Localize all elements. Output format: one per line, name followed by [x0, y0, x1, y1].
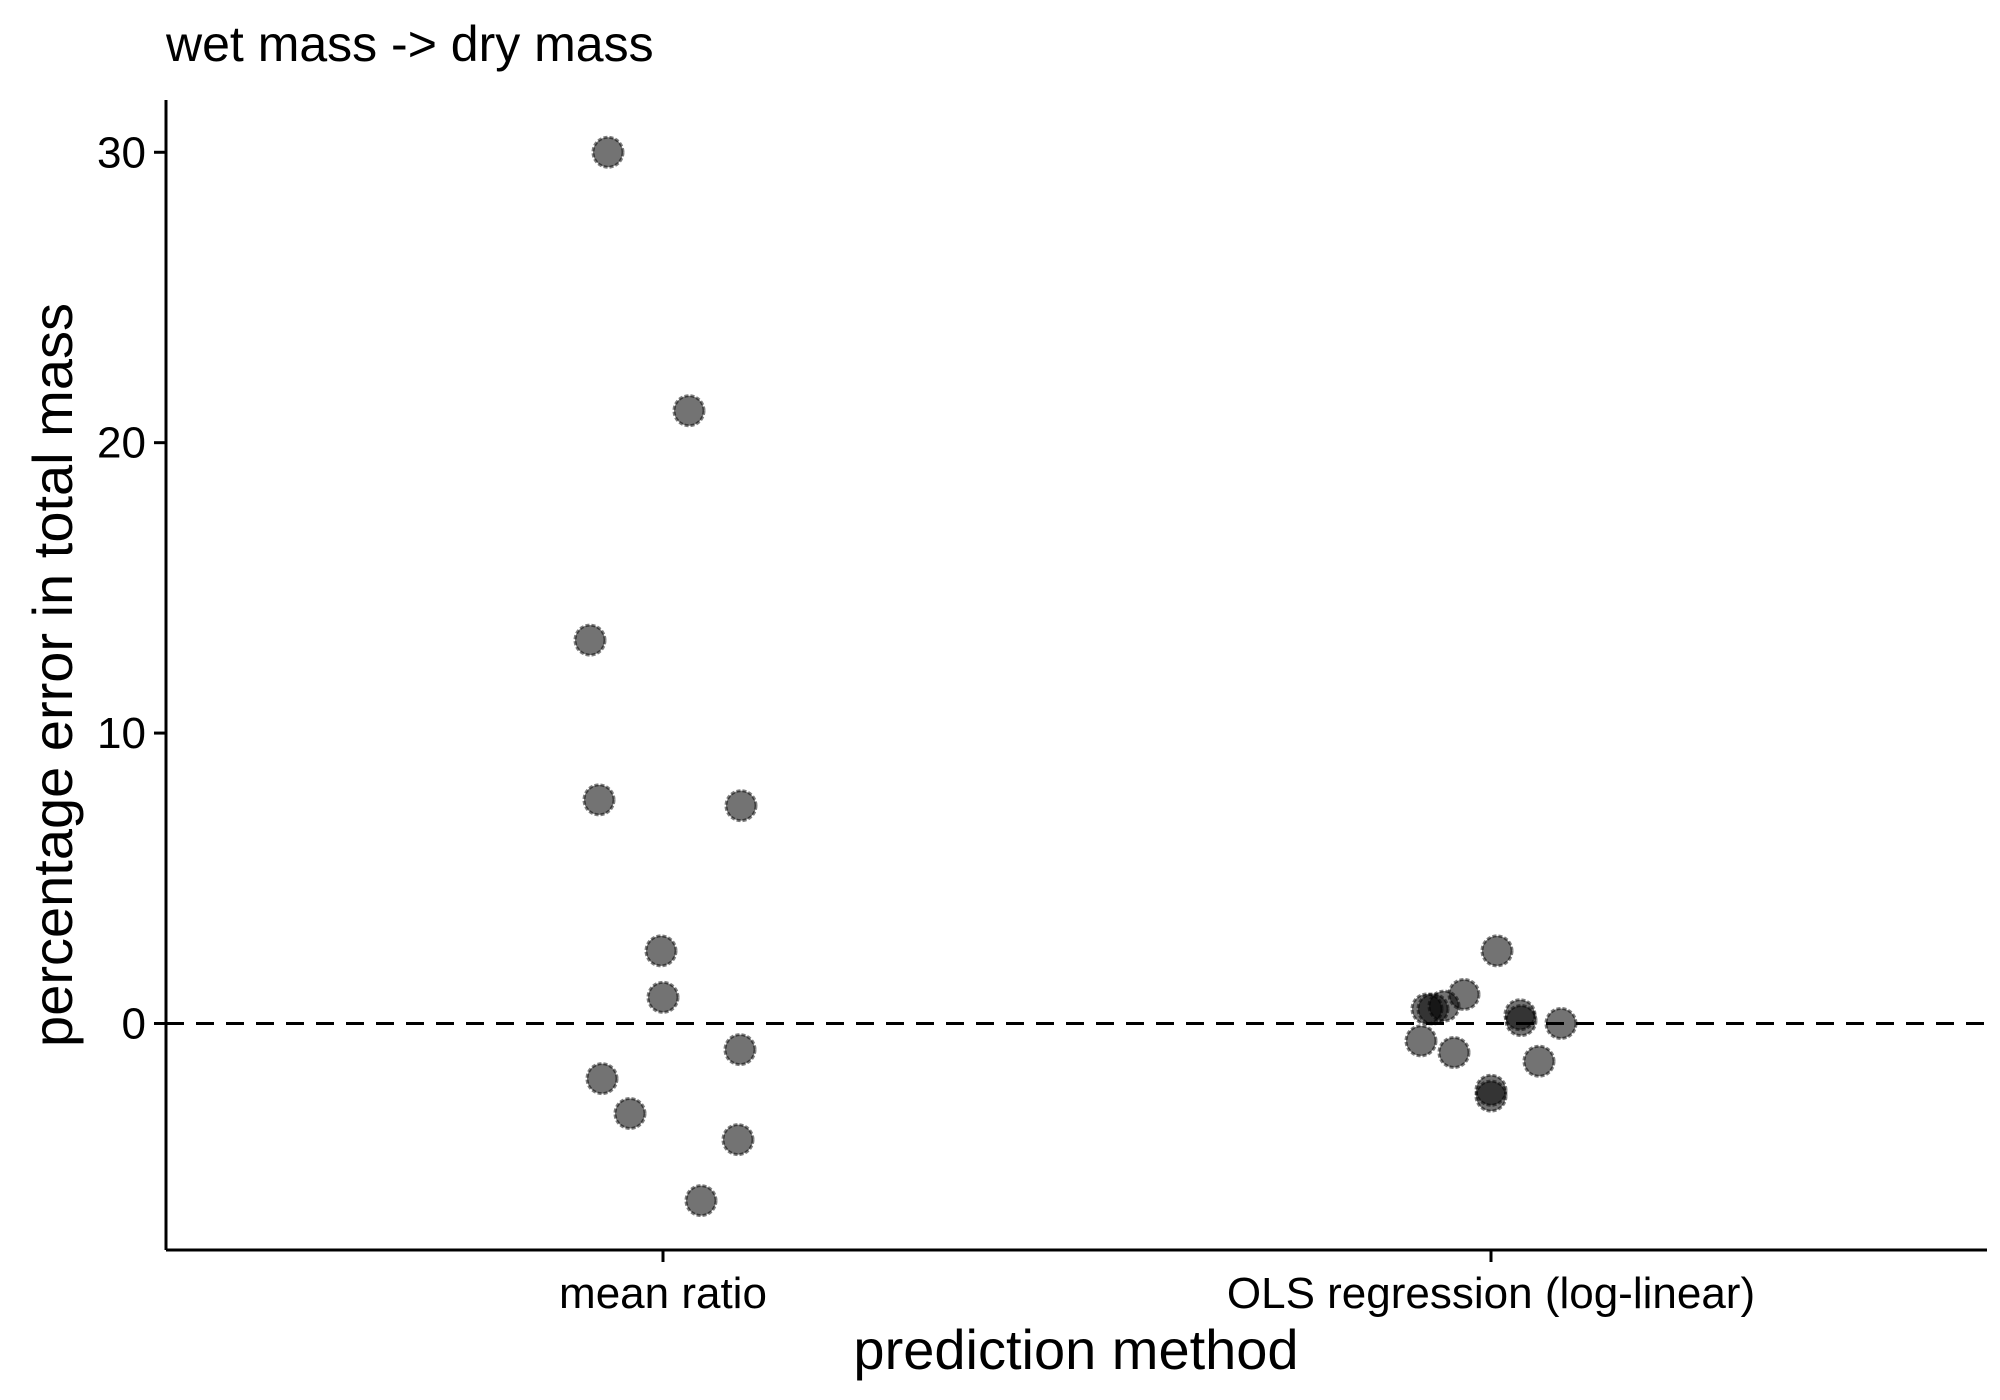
data-point — [672, 394, 706, 428]
y-axis: 0 10 20 30 — [97, 100, 168, 1250]
y-tick-label: 0 — [122, 999, 146, 1048]
y-tick-label: 20 — [97, 419, 146, 468]
data-point — [646, 980, 680, 1014]
x-tick-label: OLS regression (log-linear) — [1227, 1269, 1755, 1318]
y-tick-label: 30 — [97, 128, 146, 177]
data-point — [1416, 992, 1450, 1026]
data-point — [721, 1123, 755, 1157]
y-ticks: 0 10 20 30 — [97, 128, 166, 1048]
x-axis: mean ratio OLS regression (log-linear) — [166, 1248, 1987, 1318]
data-point — [591, 135, 625, 169]
x-tick-label: mean ratio — [559, 1269, 767, 1318]
data-point — [1404, 1024, 1438, 1058]
data-point — [1504, 1004, 1538, 1038]
data-point — [684, 1184, 718, 1218]
data-point — [1544, 1006, 1578, 1040]
x-ticks: mean ratio OLS regression (log-linear) — [559, 1250, 1755, 1318]
data-point — [723, 1033, 757, 1067]
chart-title: wet mass -> dry mass — [165, 16, 654, 72]
data-point — [1437, 1036, 1471, 1070]
y-tick-label: 10 — [97, 709, 146, 758]
data-points — [573, 135, 1578, 1218]
data-point — [724, 789, 758, 823]
data-point — [1480, 934, 1514, 968]
data-point — [644, 934, 678, 968]
data-point — [573, 623, 607, 657]
data-point — [1522, 1044, 1556, 1078]
data-point — [613, 1097, 647, 1131]
data-point — [585, 1062, 619, 1096]
x-axis-title: prediction method — [853, 1318, 1298, 1381]
y-axis-title: percentage error in total mass — [21, 303, 84, 1047]
data-point — [582, 783, 616, 817]
data-point — [1474, 1079, 1508, 1113]
